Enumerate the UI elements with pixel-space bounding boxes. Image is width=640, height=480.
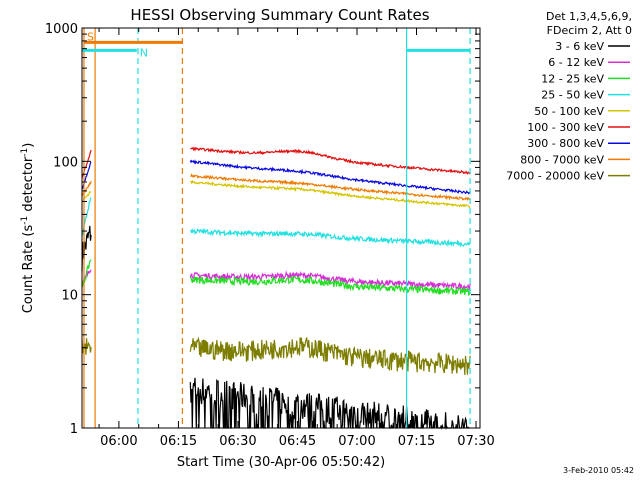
y-tick-label: 10 — [61, 289, 78, 304]
series-4-segment-2 — [190, 227, 471, 248]
legend-label-3: 12 - 25 keV — [541, 72, 604, 85]
y-tick-label: 1000 — [45, 22, 78, 37]
series-1-segment-2 — [189, 377, 471, 431]
x-axis-label: Start Time (30-Apr-06 05:50:42) — [177, 455, 385, 470]
x-tick-label: 06:00 — [100, 434, 137, 449]
y-axis-label-part1: Count Rate (s — [21, 225, 36, 314]
legend-label-6: 100 - 300 keV — [527, 121, 604, 134]
chart-title: HESSI Observing Summary Count Rates — [130, 6, 429, 24]
y-axis-label-sup2: -1 — [20, 148, 30, 157]
legend-label-1: 3 - 6 keV — [555, 40, 604, 53]
series-8 — [81, 173, 471, 201]
series-5-segment-2 — [190, 179, 471, 209]
series-8-segment-2 — [190, 173, 471, 201]
series-9-segment-2 — [189, 336, 471, 375]
y-axis-label-part2: detector — [21, 156, 36, 216]
plot-frame — [81, 27, 481, 429]
series-8-segment-1 — [81, 180, 92, 197]
legend-header-line1: Det 1,3,4,5,6,9, — [546, 10, 632, 23]
y-axis-label: Count Rate (s-1 detector-1) — [20, 143, 36, 314]
legend-label-4: 25 - 50 keV — [541, 89, 604, 102]
y-axis-label-part3: ) — [21, 143, 36, 148]
legend-label-5: 50 - 100 keV — [534, 105, 604, 118]
y-tick-label: 100 — [53, 155, 78, 170]
axes: 06:00 06:15 06:30 06:45 07:00 07:15 07:30 1 10 10… — [45, 22, 495, 449]
legend-label-2: 6 - 12 keV — [548, 56, 604, 69]
legend-items: 3 - 6 keV 6 - 12 keV 12 - 25 keV 25 - 50 ke… — [506, 40, 630, 183]
legend-label-7: 300 - 800 keV — [527, 137, 604, 150]
y-axis-label-sup1: -1 — [20, 216, 30, 225]
x-tick-label: 07:00 — [338, 434, 375, 449]
legend-label-8: 800 - 7000 keV — [520, 153, 604, 166]
legend: Det 1,3,4,5,6,9, FDecim 2, Att 0 3 - 6 k… — [506, 10, 632, 183]
annotation-label-s: S — [87, 30, 94, 43]
x-tick-label: 07:15 — [398, 434, 435, 449]
series-9 — [81, 336, 471, 375]
series-9-segment-1 — [81, 338, 92, 355]
series-4 — [81, 197, 471, 248]
y-tick-label: 1 — [70, 422, 78, 437]
annotation-label-n: N — [140, 46, 148, 59]
footer-timestamp: 3-Feb-2010 05:42 — [563, 466, 634, 475]
series-3-segment-2 — [190, 275, 471, 297]
x-tick-label: 06:30 — [219, 434, 256, 449]
series-6-segment-2 — [190, 146, 471, 175]
x-tick-label: 06:15 — [160, 434, 197, 449]
series-1 — [81, 225, 471, 431]
x-tick-label: 07:30 — [457, 434, 494, 449]
plot-area: SN — [81, 28, 471, 431]
legend-header-line2: FDecim 2, Att 0 — [547, 24, 632, 37]
x-tick-label: 06:45 — [279, 434, 316, 449]
legend-label-9: 7000 - 20000 keV — [506, 170, 604, 183]
series-6 — [81, 146, 471, 179]
series-7-segment-2 — [189, 159, 471, 195]
